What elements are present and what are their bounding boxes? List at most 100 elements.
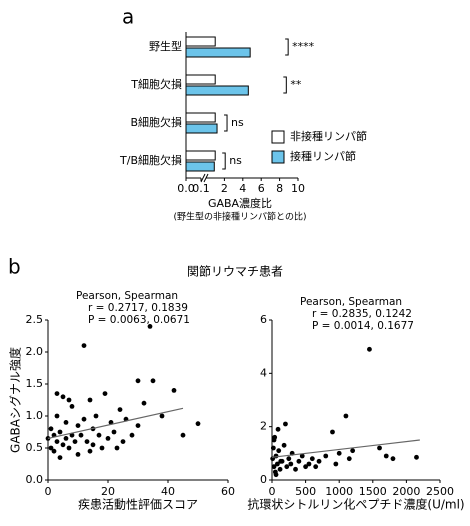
x-tick-label: 0 bbox=[269, 485, 276, 498]
point bbox=[54, 413, 60, 419]
legend-swatch bbox=[271, 130, 285, 144]
point bbox=[81, 416, 87, 422]
point bbox=[288, 461, 294, 467]
x-tick-label: 0 bbox=[45, 485, 52, 498]
bar bbox=[185, 161, 215, 172]
panel-label: b bbox=[8, 255, 21, 279]
bar bbox=[185, 112, 216, 123]
point bbox=[377, 445, 382, 451]
point bbox=[274, 461, 280, 467]
point bbox=[159, 413, 165, 419]
y-tick-label: 2.0 bbox=[26, 345, 44, 358]
point bbox=[48, 426, 54, 432]
point bbox=[284, 464, 290, 470]
point bbox=[141, 400, 147, 406]
point bbox=[111, 429, 117, 435]
x-tick-label: 4 bbox=[239, 182, 246, 195]
significance-label: ns bbox=[229, 154, 242, 167]
point bbox=[54, 391, 60, 396]
point bbox=[336, 450, 342, 456]
stat-label: Pearson, Spearman bbox=[300, 296, 402, 308]
point bbox=[273, 472, 279, 478]
x-axis-label: 抗環状シトルリン化ペプチド濃度(U/ml) bbox=[247, 497, 464, 512]
x-axis-label: GABA濃度比 bbox=[208, 196, 272, 210]
point bbox=[316, 458, 322, 464]
axis-break bbox=[203, 173, 209, 183]
point bbox=[69, 432, 75, 438]
point bbox=[60, 394, 66, 400]
y-tick-label: 0.5 bbox=[26, 441, 44, 454]
point bbox=[346, 456, 352, 462]
y-axis-label: GABAシグナル強度 bbox=[8, 347, 23, 453]
y-tick-label: 1.5 bbox=[26, 377, 44, 390]
point bbox=[313, 464, 319, 470]
trend-line bbox=[271, 439, 420, 458]
point bbox=[114, 445, 120, 451]
x-tick-label: 1500 bbox=[359, 485, 387, 498]
point bbox=[275, 426, 281, 432]
point bbox=[286, 456, 292, 462]
stat-label: Pearson, Spearman bbox=[76, 290, 178, 302]
point bbox=[105, 436, 111, 441]
x-tick-label: 10 bbox=[291, 182, 305, 195]
point bbox=[81, 343, 87, 348]
point bbox=[54, 439, 60, 444]
point bbox=[99, 445, 105, 451]
point bbox=[333, 461, 339, 467]
bar bbox=[185, 123, 218, 134]
point bbox=[147, 324, 153, 329]
point bbox=[57, 455, 63, 460]
x-tick-label: 1000 bbox=[325, 485, 353, 498]
point bbox=[323, 453, 329, 459]
y-tick-label: 2.5 bbox=[26, 313, 44, 326]
point bbox=[66, 445, 72, 451]
legend-label: 非接種リンパ節 bbox=[290, 129, 367, 143]
point bbox=[276, 448, 282, 454]
point bbox=[87, 397, 93, 403]
significance-bracket bbox=[285, 38, 289, 56]
point bbox=[129, 432, 135, 438]
point bbox=[414, 454, 419, 460]
axis-break bbox=[200, 173, 206, 183]
point bbox=[75, 452, 81, 457]
stat-label: r = 0.2835, 0.1242 bbox=[312, 308, 412, 320]
x-tick-label: 8 bbox=[276, 182, 283, 195]
point bbox=[296, 458, 302, 464]
point bbox=[96, 432, 102, 438]
point bbox=[293, 466, 298, 472]
point bbox=[350, 448, 356, 454]
point bbox=[66, 397, 72, 403]
panel-title: 関節リウマチ患者 bbox=[187, 264, 283, 279]
bar bbox=[185, 150, 216, 161]
significance-label: ** bbox=[290, 78, 302, 91]
x-tick-label: 6 bbox=[258, 182, 265, 195]
point bbox=[84, 439, 90, 444]
bar bbox=[185, 36, 216, 47]
x-tick-label: 60 bbox=[221, 485, 235, 498]
significance-label: ns bbox=[231, 116, 244, 129]
point bbox=[63, 420, 69, 425]
category-label: B細胞欠損 bbox=[130, 115, 182, 129]
x-tick-label: 0.1 bbox=[192, 182, 210, 195]
point bbox=[281, 442, 287, 448]
stat-label: P = 0.0063, 0.0671 bbox=[88, 314, 190, 326]
bar bbox=[185, 74, 216, 85]
panel-label: a bbox=[122, 5, 134, 29]
point bbox=[343, 413, 349, 419]
point bbox=[171, 388, 177, 393]
point bbox=[75, 423, 81, 428]
x-tick-label: 500 bbox=[295, 485, 316, 498]
x-tick-label: 20 bbox=[101, 485, 115, 498]
bar bbox=[185, 47, 251, 58]
x-tick-label: 2 bbox=[221, 182, 228, 195]
x-tick-label: 2000 bbox=[392, 485, 420, 498]
point bbox=[195, 421, 201, 427]
y-tick-label: 2 bbox=[260, 420, 267, 433]
x-axis-label: 疾患活動性評価スコア bbox=[78, 497, 198, 512]
y-tick-label: 1.0 bbox=[26, 409, 44, 422]
point bbox=[117, 407, 123, 412]
significance-bracket bbox=[222, 152, 226, 170]
point bbox=[299, 453, 305, 459]
category-label: 野生型 bbox=[149, 39, 182, 53]
point bbox=[309, 456, 315, 462]
